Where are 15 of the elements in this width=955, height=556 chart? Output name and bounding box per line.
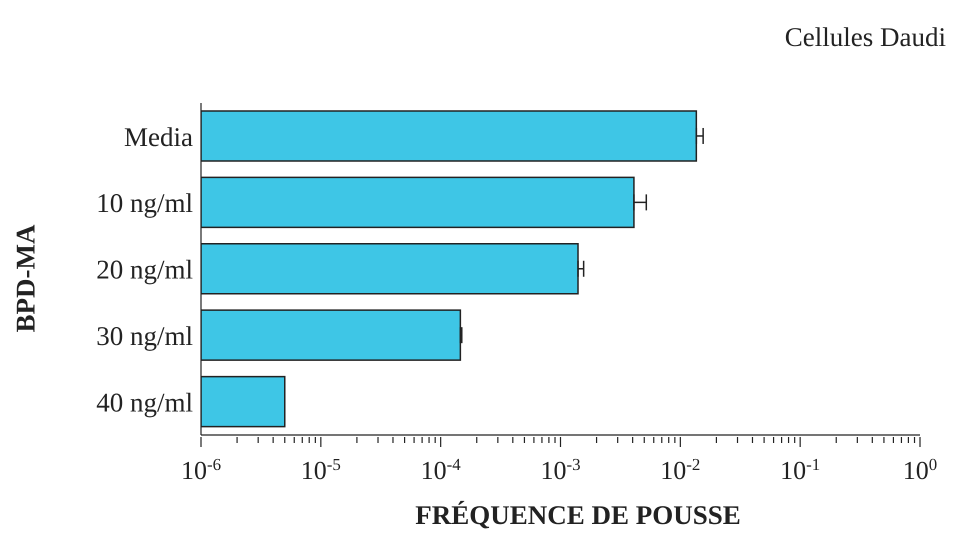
x-tick-label: 10$^{-4}$ [420,454,462,485]
x-tick-label: 10$^{-3}$ [540,454,581,485]
y-tick-label: 40 ng/ml [96,387,193,418]
chart-title: Cellules Daudi [784,22,946,53]
x-axis-title: FRÉQUENCE DE POUSSE [414,500,742,531]
y-tick-label: 30 ng/ml [96,320,193,351]
x-tick-label: 10$^{-6}$ [180,454,222,485]
x-tick-label: 10$^{0}$ [902,454,938,485]
y-tick-label: Media [124,122,194,152]
y-axis-title: BPD-MA [10,224,42,334]
y-tick-label: 10 ng/ml [96,188,193,218]
x-tick-label: 10$^{-2}$ [660,454,700,485]
x-tick-label: 10$^{-1}$ [780,454,820,485]
x-tick-label: 10$^{-5}$ [300,454,341,485]
y-tick-label: 20 ng/ml [96,254,193,285]
